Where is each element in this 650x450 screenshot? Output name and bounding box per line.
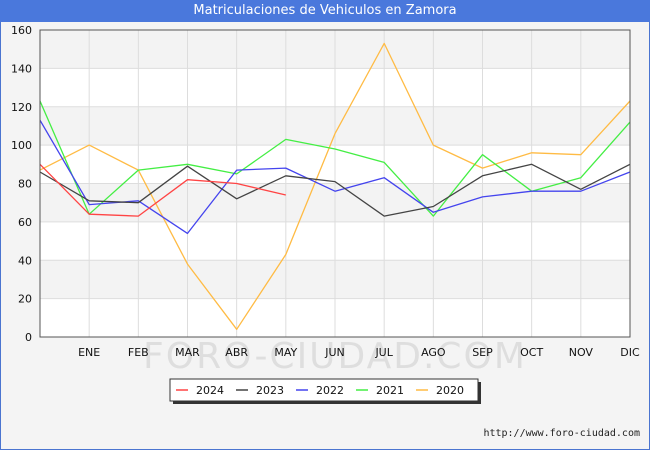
x-tick-label: JUN — [324, 346, 345, 359]
series-line-2022 — [39, 119, 631, 235]
y-axis: 0 20 40 60 80 100 120 140 160 — [11, 24, 32, 344]
y-tick-label: 80 — [18, 178, 32, 191]
x-tick-label: ENE — [78, 346, 100, 359]
y-tick-label: 160 — [11, 24, 32, 37]
x-tick-label: AGO — [421, 346, 446, 359]
legend-box — [169, 378, 479, 402]
legend-label-2020: 2020 — [436, 384, 464, 397]
chart-title: Matriculaciones de Vehiculos en Zamora — [0, 0, 650, 22]
legend-label-2022: 2022 — [316, 384, 344, 397]
x-tick-label: OCT — [520, 346, 543, 359]
y-tick-label: 60 — [18, 216, 32, 229]
y-tick-label: 120 — [11, 101, 32, 114]
legend: 2024 2023 2022 2021 2020 — [169, 378, 481, 404]
legend-label-2023: 2023 — [256, 384, 284, 397]
y-tick-label: 140 — [11, 62, 32, 75]
y-tick-label: 0 — [25, 331, 32, 344]
x-tick-label: MAR — [175, 346, 200, 359]
x-tick-label: JUL — [374, 346, 393, 359]
x-tick-label: SEP — [472, 346, 493, 359]
footer-url: http://www.foro-ciudad.com — [483, 428, 640, 439]
x-tick-label: ABR — [225, 346, 248, 359]
x-axis: ENE FEB MAR ABR MAY JUN JUL AGO SEP OCT NOV DIC — [78, 346, 640, 359]
series-lines — [39, 42, 631, 330]
legend-label-2024: 2024 — [196, 384, 224, 397]
series-line-2023 — [39, 163, 631, 217]
y-tick-label: 100 — [11, 139, 32, 152]
series-line-2024 — [39, 163, 286, 217]
x-tick-label: NOV — [569, 346, 594, 359]
legend-label-2021: 2021 — [376, 384, 404, 397]
x-tick-label: DIC — [620, 346, 640, 359]
x-tick-label: MAY — [274, 346, 297, 359]
y-tick-label: 40 — [18, 254, 32, 267]
watermark-text: FORO-CIUDAD.COM — [143, 336, 527, 377]
x-tick-label: FEB — [128, 346, 149, 359]
plot-border — [39, 29, 631, 338]
y-tick-label: 20 — [18, 293, 32, 306]
